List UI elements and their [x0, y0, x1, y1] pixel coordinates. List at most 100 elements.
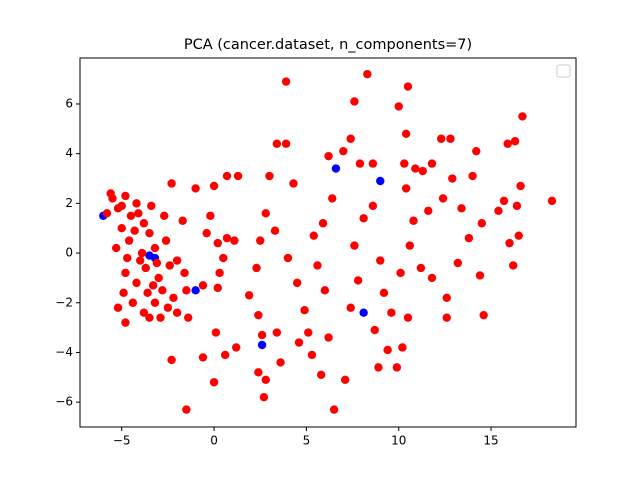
point — [147, 201, 156, 211]
point — [320, 286, 330, 295]
point — [113, 303, 123, 312]
point — [117, 224, 126, 233]
point — [289, 179, 298, 188]
point — [350, 97, 359, 106]
point — [328, 194, 337, 203]
point — [254, 310, 263, 320]
point — [411, 164, 420, 173]
point — [409, 216, 418, 225]
y-tick-label: −2 — [55, 295, 73, 309]
legend — [556, 64, 571, 78]
point — [318, 219, 328, 228]
point — [261, 209, 270, 218]
point — [261, 375, 270, 384]
point — [111, 243, 121, 253]
point — [130, 226, 139, 235]
y-tick-label: −6 — [55, 395, 73, 409]
point — [152, 258, 162, 268]
point — [494, 206, 503, 216]
point — [213, 238, 222, 248]
point — [355, 159, 365, 168]
point — [128, 298, 138, 307]
point — [324, 151, 333, 161]
point — [316, 370, 326, 380]
point — [477, 219, 487, 228]
point — [222, 171, 232, 181]
point — [257, 330, 267, 340]
point — [394, 102, 403, 111]
point — [512, 201, 522, 211]
point — [150, 298, 160, 307]
point — [359, 308, 368, 317]
point — [145, 313, 154, 322]
point — [396, 268, 405, 278]
point — [464, 233, 474, 243]
point — [252, 263, 261, 273]
point — [132, 199, 141, 208]
point — [346, 303, 355, 312]
point — [156, 313, 165, 322]
point — [143, 288, 152, 298]
point — [256, 236, 265, 245]
point — [145, 228, 154, 238]
point — [106, 189, 115, 198]
point — [117, 201, 126, 211]
point — [139, 219, 149, 228]
point — [281, 77, 291, 86]
point — [139, 308, 149, 317]
point — [220, 350, 230, 360]
point — [387, 308, 396, 317]
point — [161, 236, 171, 245]
point — [211, 328, 221, 337]
plot-area — [99, 69, 557, 414]
point — [400, 159, 409, 168]
point — [499, 196, 509, 206]
point — [126, 211, 136, 220]
point — [281, 139, 291, 148]
point — [307, 350, 317, 360]
point — [172, 256, 182, 265]
point — [169, 293, 178, 302]
point — [134, 209, 143, 218]
point — [154, 273, 163, 283]
y-tick-label: 6 — [65, 96, 73, 110]
point — [509, 261, 518, 270]
point — [401, 129, 411, 138]
point — [300, 306, 309, 315]
point — [230, 236, 239, 245]
point — [514, 231, 523, 240]
point — [163, 303, 173, 312]
point — [353, 276, 363, 285]
point — [272, 139, 282, 148]
x-tick-label: −5 — [113, 434, 131, 448]
point — [516, 181, 525, 191]
x-tick-label: 10 — [391, 434, 406, 448]
point — [370, 325, 379, 335]
point — [202, 228, 211, 238]
point — [324, 333, 333, 342]
point — [403, 82, 413, 91]
point — [215, 268, 224, 278]
point — [270, 226, 280, 235]
point — [405, 241, 415, 250]
point — [331, 164, 341, 173]
point — [233, 171, 243, 181]
point — [180, 268, 189, 278]
x-tick-label: 0 — [210, 434, 218, 448]
point — [304, 328, 313, 337]
point — [184, 313, 193, 322]
point — [503, 139, 512, 148]
point — [448, 174, 457, 183]
x-tick-label: 5 — [303, 434, 311, 448]
point — [398, 343, 407, 352]
point — [292, 278, 302, 288]
point — [141, 263, 150, 273]
point — [403, 313, 413, 322]
point — [416, 263, 426, 273]
point — [457, 204, 466, 213]
point — [340, 375, 350, 384]
point — [135, 256, 145, 265]
point — [209, 378, 219, 387]
point — [119, 288, 128, 298]
